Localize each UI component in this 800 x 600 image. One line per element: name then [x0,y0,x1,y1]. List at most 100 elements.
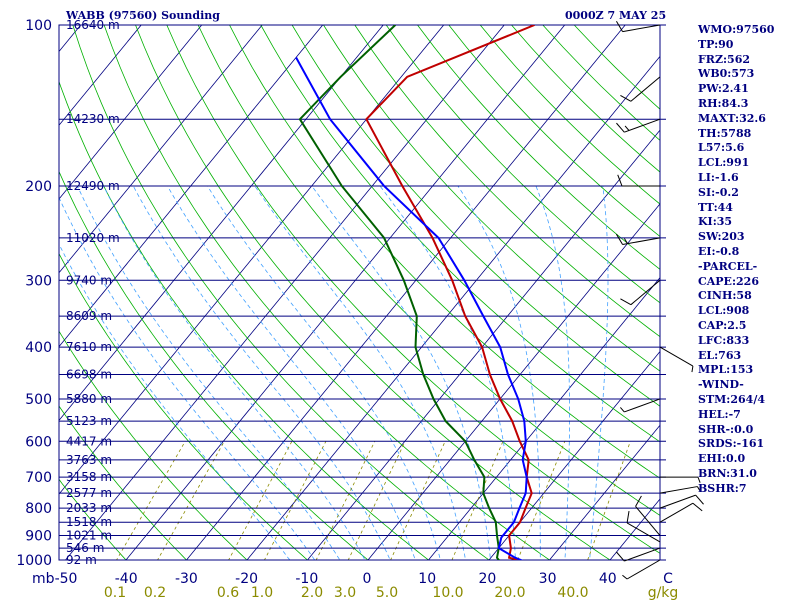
wind-barb-staff [626,522,661,543]
wind-barb-staff [635,506,661,536]
stability-index-item: TT:44 [698,200,733,214]
chart-grid [59,25,660,560]
height-label: 11020 m [66,231,120,245]
dewpoint-trace [298,25,501,560]
mixing-ratio-line [157,441,225,560]
dry-adiabat-line [59,170,369,560]
wind-barb-flag [620,298,632,306]
mixing-ratio-label: 0.1 [104,585,126,600]
wind-barb-staff [622,24,661,33]
moist-adiabat-line [77,185,341,560]
stability-index-item: BRN:31.0 [698,467,757,480]
pressure-label: 200 [25,179,52,195]
stability-index-item: KI:35 [698,215,733,229]
temperature-tick-label: C [663,571,673,587]
wind-barb-staff [659,486,698,494]
mixing-ratio-line [263,441,327,560]
wind-barb-flag [635,495,642,507]
moist-adiabat-line [103,185,366,560]
stability-index-item: PW:2.41 [698,82,749,96]
mixing-ratio-label: 40.0 [557,585,588,600]
isotherm-line [59,25,263,274]
pressure-label: 500 [25,392,52,408]
temperature-tick-label: 40 [599,571,617,587]
stability-index-item: HEL:-7 [698,407,741,421]
stability-index-item: -WIND- [698,378,744,392]
wind-barb-flag [619,407,625,413]
dry-adiabat-line [59,478,127,560]
stability-index-item: TH:5788 [698,126,752,140]
stability-index-item: MAXT:32.6 [698,111,766,125]
isotherm-line [306,129,660,560]
wind-barb-staff [624,118,661,133]
mixing-ratio-label: 3.0 [334,585,356,600]
pressure-label: 400 [25,340,52,356]
wind-barb-staff [630,279,661,306]
temperature-tick-label: -20 [235,571,258,587]
dry-adiabat-line [197,25,660,516]
mixing-ratio-line [347,441,406,560]
temperature-tick-label: 20 [478,571,496,587]
temperature-tick-label: -30 [175,571,198,587]
stability-index-item: MPL:153 [698,363,754,377]
stability-index-item: TP:90 [698,37,734,51]
pressure-label: 800 [25,501,52,517]
isotherm-line [59,25,384,421]
mixing-ratio-line [390,441,446,560]
stability-index-item: SRDS:-161 [698,437,765,451]
height-label: 3763 m [66,453,112,467]
pressure-label: 600 [25,434,52,450]
moist-adiabat-line [132,185,391,560]
mixing-ratio-label: 20.0 [494,585,525,600]
isotherm-line [59,25,445,495]
stability-index-item: LFC:833 [698,333,750,347]
wind-barb-flag [691,366,694,373]
stability-index-item: SHR-:0.0 [698,422,754,436]
stability-index-item: BSHR:7 [698,481,747,495]
height-label: 14230 m [66,112,120,126]
wind-barb-flag [626,510,630,523]
isotherm-line [548,424,660,560]
mixing-ratio-line [116,441,186,560]
height-label: 546 m [66,541,104,555]
stability-index-item: SI:-0.2 [698,185,739,199]
temperature-tick-label: 10 [418,571,436,587]
mixing-ratio-line [517,441,566,560]
height-label: 2577 m [66,486,112,500]
height-label: 4417 m [66,434,112,448]
mixing-ratio-line [228,441,293,560]
moist-adiabat-line [167,185,416,560]
isotherm-line [59,25,142,126]
stability-index-item: CAP:2.5 [698,319,747,332]
wind-barb-flag [696,486,701,492]
wind-barb-flag [622,574,628,580]
moist-adiabat-line [457,185,541,560]
temperature-tick-label: 30 [539,571,557,587]
stability-index-item: L57:5.6 [698,141,745,155]
isotherm-line [59,25,203,200]
chart-frame [58,24,661,561]
isotherm-line [125,25,566,560]
stability-index-item: RH:84.3 [698,97,749,110]
height-label: 92 m [66,553,97,567]
height-label: 2033 m [66,501,112,515]
parcel-trace [295,57,528,560]
mixing-ratio-label: 2.0 [301,585,323,600]
wind-barb-flag [692,502,703,512]
temperature-tick-label: -10 [295,571,318,587]
isotherm-line [185,25,626,560]
wind-barb-staff [626,559,661,580]
height-label: 3158 m [66,470,112,484]
temperature-tick-label: -40 [115,571,138,587]
moist-adiabat-line [207,185,441,560]
mixing-ratio-label: 1.0 [251,585,273,600]
pressure-label: 100 [25,18,52,34]
moist-adiabat-line [589,186,609,560]
isotherm-line [246,55,660,560]
height-label: 1021 m [66,529,112,543]
stability-index-item: CAPE:226 [698,274,759,288]
height-label: 1518 m [66,515,112,529]
stability-index-item: FRZ:562 [698,52,751,66]
mixing-ratio-label: 0.2 [144,585,166,600]
